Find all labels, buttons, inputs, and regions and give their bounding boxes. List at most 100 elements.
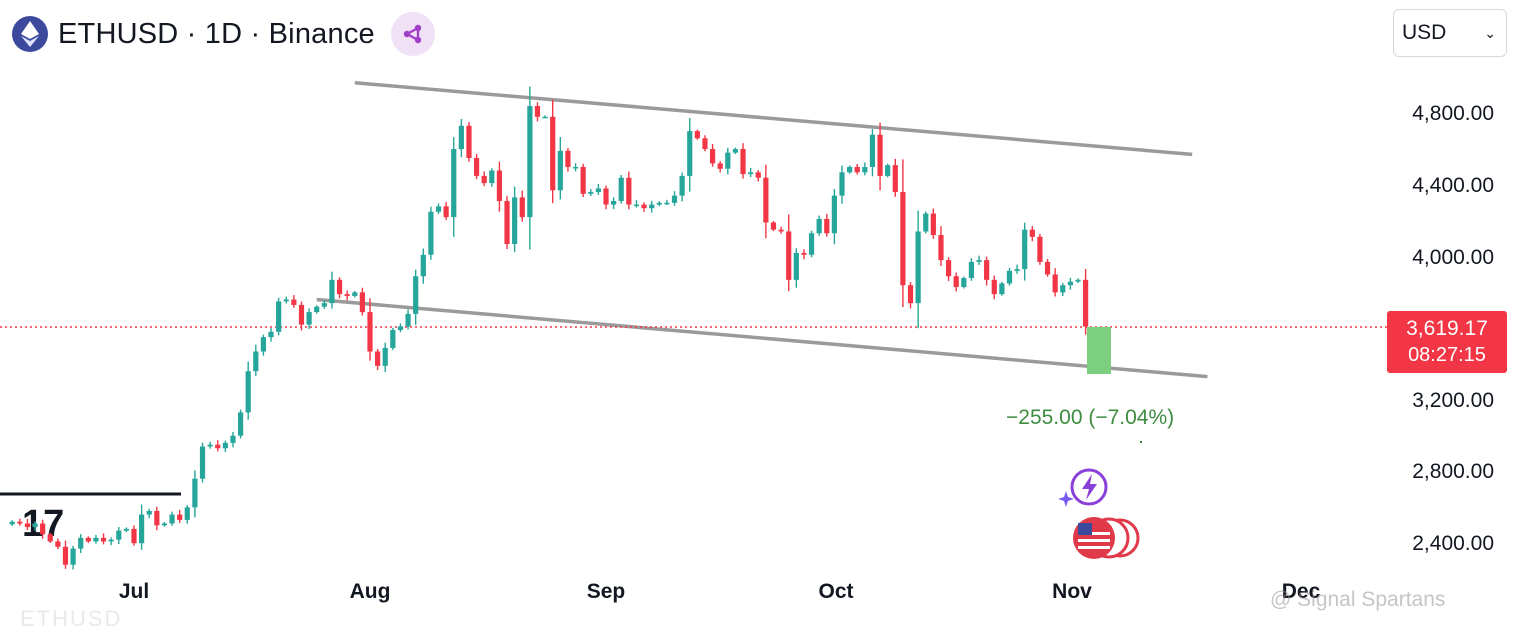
candle-body	[276, 301, 282, 332]
candle-body	[923, 213, 929, 232]
candle-body	[588, 192, 594, 194]
candle-body	[824, 218, 830, 234]
candle-body	[329, 279, 335, 304]
candle-body	[108, 539, 114, 542]
candle-body	[1052, 274, 1058, 293]
candle-body	[892, 165, 898, 193]
candle-body	[268, 331, 274, 338]
candle-body	[237, 412, 244, 436]
candle-body	[999, 283, 1005, 295]
candle-body	[17, 521, 23, 524]
time-axis-label: Sep	[586, 580, 626, 603]
candle-body	[793, 252, 799, 280]
candle-body	[314, 306, 320, 313]
price-axis-label: 4,400.00	[1412, 174, 1494, 197]
candle-body	[565, 150, 571, 167]
chevron-down-icon: ⌄	[1484, 24, 1496, 41]
candle-body	[169, 514, 175, 524]
candle-body	[489, 170, 495, 184]
candle-body	[961, 278, 967, 287]
candle-body	[382, 347, 388, 366]
candle-body	[709, 149, 716, 164]
candle-body	[146, 510, 152, 515]
candle-body	[466, 125, 472, 158]
candle-body	[131, 528, 137, 544]
candle-body	[732, 149, 739, 153]
candle-body	[215, 444, 221, 449]
candle-body	[831, 195, 837, 234]
candle-body	[984, 260, 990, 280]
candle-body	[413, 276, 419, 314]
share-button[interactable]	[390, 12, 435, 56]
time-axis-label: Aug	[349, 580, 391, 603]
candle-body	[1037, 236, 1043, 262]
candle-body	[55, 541, 61, 547]
candle-body	[915, 231, 921, 304]
ethereum-icon	[12, 16, 48, 52]
candle-body	[725, 152, 731, 169]
candle-body	[306, 312, 312, 325]
candle-body	[245, 371, 251, 413]
candle-body	[953, 276, 959, 287]
candle-body	[1006, 270, 1013, 284]
channel-lower-line[interactable]	[316, 297, 1208, 379]
price-axis-label: 3,200.00	[1412, 389, 1494, 412]
candle-body	[808, 233, 815, 255]
candle-body	[717, 163, 723, 169]
candle-body	[869, 134, 876, 167]
candle-body	[336, 279, 343, 295]
candle-body	[1075, 279, 1081, 282]
candle-body	[519, 197, 525, 218]
candle-body	[679, 175, 685, 196]
candle-body	[991, 279, 997, 295]
candle-body	[626, 177, 632, 205]
candle-body	[664, 202, 670, 205]
candle-body	[451, 149, 457, 218]
current-price-value: 3,619.17	[1406, 317, 1488, 340]
candle-body	[375, 351, 381, 366]
candle-body	[900, 192, 906, 286]
candle-body	[633, 204, 640, 207]
candle-body	[687, 131, 693, 176]
candle-body	[420, 254, 426, 277]
candle-body	[847, 166, 853, 173]
lightning-icon[interactable]	[1056, 466, 1110, 515]
candle-body	[78, 537, 84, 549]
candle-body	[139, 514, 145, 544]
candle-body	[945, 260, 952, 277]
candle-body	[496, 170, 503, 201]
economic-events-icon[interactable]	[1064, 514, 1144, 567]
candle-body	[230, 435, 236, 443]
candle-body	[572, 166, 579, 169]
candle-body	[1060, 285, 1066, 293]
currency-select[interactable]: USD ⌄	[1393, 9, 1507, 57]
time-axis-label: Oct	[818, 580, 854, 603]
price-axis-label: 4,800.00	[1412, 102, 1494, 125]
candle-body	[938, 235, 944, 261]
candle-body	[542, 116, 548, 119]
candle-body	[93, 537, 99, 542]
candle-body	[702, 138, 708, 150]
candle-body	[481, 175, 487, 184]
candle-body	[603, 188, 609, 205]
candle-body	[260, 337, 267, 352]
candle-body	[816, 218, 822, 234]
candle-body	[907, 285, 914, 304]
candle-body	[428, 211, 434, 255]
candle-body	[253, 351, 259, 372]
candle-body	[618, 177, 624, 201]
candle-body	[458, 125, 464, 150]
candle-body	[527, 106, 533, 218]
projection-dot	[1140, 441, 1142, 443]
candle-body	[595, 188, 601, 193]
candle-body	[1029, 229, 1035, 237]
candle-body	[9, 521, 15, 525]
candle-body	[778, 229, 784, 232]
channel-upper-line[interactable]	[354, 81, 1193, 157]
candle-body	[557, 150, 563, 191]
symbol-title[interactable]: ETHUSD · 1D · Binance	[58, 17, 375, 50]
candle-body	[649, 204, 655, 209]
candle-body	[207, 444, 213, 447]
watermark-text: @ Signal Spartans	[1270, 588, 1446, 611]
